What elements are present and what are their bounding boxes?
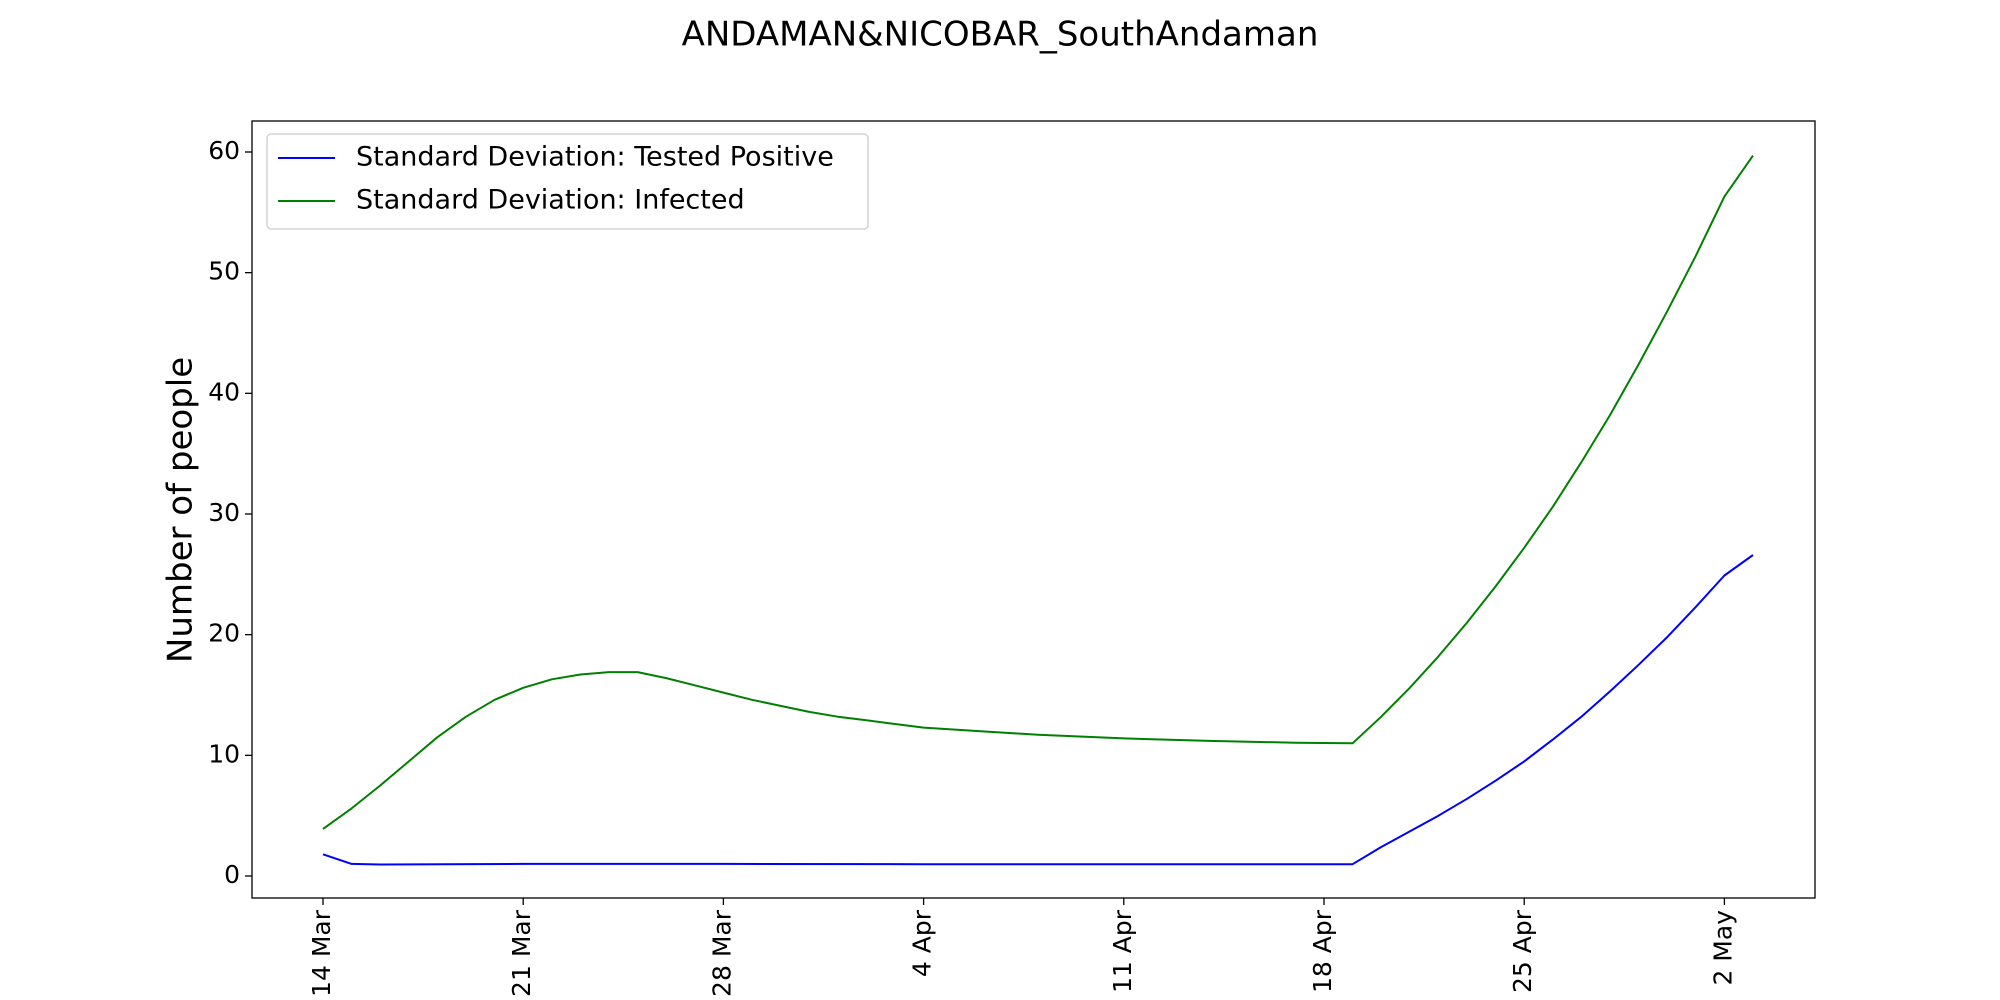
legend: Standard Deviation: Tested Positive Stand… [266, 133, 869, 230]
x-tick-label: 25 Apr [1508, 909, 1537, 993]
series-line-1 [322, 155, 1754, 830]
legend-label-1: Standard Deviation: Infected [356, 185, 745, 216]
legend-label-0: Standard Deviation: Tested Positive [356, 142, 834, 173]
plot-area: 0 10 20 30 40 50 60 14 Mar 21 Mar 28 Mar 4 Apr 11 … [208, 120, 1816, 997]
y-axis: 0 10 20 30 40 50 60 [208, 136, 252, 889]
series-layer [322, 155, 1754, 866]
series-line-0 [322, 554, 1754, 866]
x-tick-label: 28 Mar [707, 909, 736, 997]
x-tick-label: 4 Apr [908, 909, 937, 977]
chart-title: ANDAMAN&NICOBAR_SouthAndaman [682, 15, 1319, 55]
y-axis-label: Number of people [161, 357, 201, 663]
x-tick-label: 21 Mar [507, 909, 536, 997]
y-tick-label: 60 [208, 136, 240, 165]
x-tick-label: 18 Apr [1308, 909, 1337, 993]
x-tick-label: 11 Apr [1108, 909, 1137, 993]
plot-frame [251, 120, 1816, 899]
y-tick-label: 10 [208, 739, 240, 768]
x-tick-label: 2 May [1708, 910, 1737, 986]
y-tick-label: 40 [208, 377, 240, 406]
y-tick-label: 30 [208, 498, 240, 527]
y-tick-label: 20 [208, 619, 240, 648]
y-tick-label: 0 [224, 860, 240, 889]
x-tick-label: 14 Mar [307, 909, 336, 997]
legend-box [266, 133, 869, 230]
y-tick-label: 50 [208, 257, 240, 286]
x-axis: 14 Mar 21 Mar 28 Mar 4 Apr 11 Apr 18 Apr 25 Ap… [307, 898, 1737, 997]
